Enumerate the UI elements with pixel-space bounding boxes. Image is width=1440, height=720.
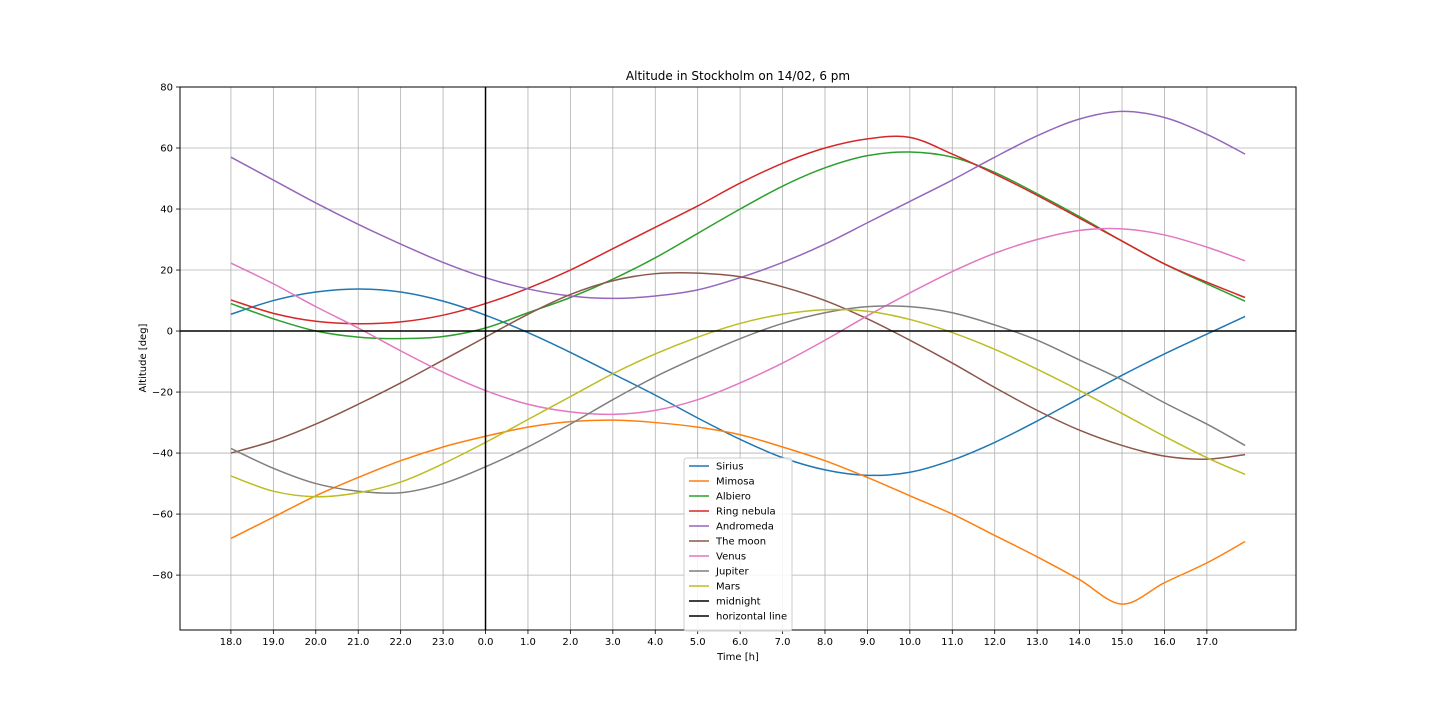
y-tick-label: 0 <box>167 327 173 338</box>
series-ring-nebula <box>230 135 1246 325</box>
legend-label-mars: Mars <box>716 582 740 593</box>
series-the-moon <box>230 271 1246 460</box>
x-tick-label: 9.0 <box>859 637 875 648</box>
y-tick-label: −80 <box>152 571 173 582</box>
series-jupiter <box>230 305 1246 494</box>
legend-label-andromeda: Andromeda <box>716 522 774 533</box>
legend: Sirius Mimosa Albiero Ring nebula Andromeda T… <box>683 457 793 632</box>
x-tick-label: 11.0 <box>941 637 963 648</box>
legend-label-albiero: Albiero <box>716 492 751 503</box>
chart-title: Altitude in Stockholm on 14/02, 6 pm <box>626 69 850 83</box>
series-mars <box>230 308 1246 498</box>
x-tick-label: 15.0 <box>1111 637 1133 648</box>
y-tick-label: −40 <box>152 449 173 460</box>
x-tick-label: 7.0 <box>775 637 791 648</box>
y-tick-label: 60 <box>160 144 173 155</box>
y-tick-label: 20 <box>160 266 173 277</box>
legend-label-mimosa: Mimosa <box>716 477 755 488</box>
x-tick-label: 16.0 <box>1153 637 1175 648</box>
grid-lines <box>180 86 1296 630</box>
legend-label-the-moon: The moon <box>715 537 766 548</box>
x-tick-label: 12.0 <box>984 637 1006 648</box>
x-tick-label: 5.0 <box>690 637 706 648</box>
axis-ticks: 18.0 19.0 20.0 21.0 22.0 23.0 0.0 1.0 2.0 3.0 4.0 5… <box>152 83 1218 649</box>
x-tick-label: 4.0 <box>647 637 663 648</box>
x-tick-label: 14.0 <box>1068 637 1090 648</box>
x-tick-label: 23.0 <box>432 637 454 648</box>
x-tick-label: 22.0 <box>390 637 412 648</box>
legend-label-midnight: midnight <box>716 597 761 608</box>
x-tick-label: 17.0 <box>1196 637 1218 648</box>
y-tick-label: 80 <box>160 83 173 94</box>
series-sirius <box>230 288 1246 477</box>
x-tick-label: 1.0 <box>520 637 536 648</box>
y-tick-label: −60 <box>152 510 173 521</box>
x-tick-label: 0.0 <box>478 637 494 648</box>
x-tick-label: 19.0 <box>262 637 284 648</box>
x-tick-label: 18.0 <box>220 637 242 648</box>
x-tick-label: 20.0 <box>305 637 327 648</box>
series-mimosa <box>230 419 1246 605</box>
legend-box <box>683 457 793 632</box>
legend-label-ring-nebula: Ring nebula <box>716 507 776 518</box>
x-tick-label: 3.0 <box>605 637 621 648</box>
legend-label-jupiter: Jupiter <box>715 567 749 578</box>
series-andromeda <box>230 110 1246 300</box>
x-tick-label: 8.0 <box>817 637 833 648</box>
x-tick-label: 13.0 <box>1026 637 1048 648</box>
legend-label-venus: Venus <box>716 552 746 563</box>
series-lines <box>180 87 1296 630</box>
x-tick-label: 6.0 <box>732 637 748 648</box>
x-tick-label: 21.0 <box>347 637 369 648</box>
series-albiero <box>230 151 1246 340</box>
legend-label-horizontal-line: horizontal line <box>716 612 787 623</box>
y-tick-label: −20 <box>152 388 173 399</box>
y-tick-label: 40 <box>160 205 173 216</box>
x-axis-label: Time [h] <box>716 652 759 663</box>
x-tick-label: 10.0 <box>899 637 921 648</box>
y-axis-label: Altitude [deg] <box>138 323 149 392</box>
legend-label-sirius: Sirius <box>716 462 744 473</box>
series-venus <box>230 227 1246 416</box>
x-tick-label: 2.0 <box>562 637 578 648</box>
